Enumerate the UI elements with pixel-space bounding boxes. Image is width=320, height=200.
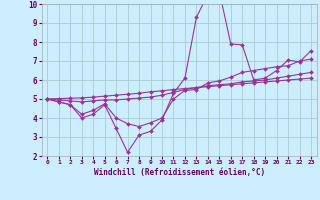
X-axis label: Windchill (Refroidissement éolien,°C): Windchill (Refroidissement éolien,°C) (94, 168, 265, 177)
